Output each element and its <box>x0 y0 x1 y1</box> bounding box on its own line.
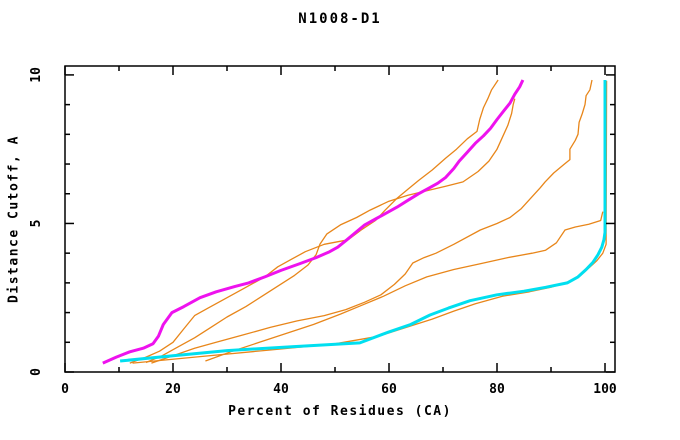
series-magenta-highlighted-model <box>102 79 525 365</box>
x-tick-label: 0 <box>61 382 69 397</box>
series-orange-model-2 <box>145 98 516 364</box>
x-tick-label: 60 <box>381 382 397 397</box>
y-tick-label: 0 <box>29 368 44 376</box>
chart-title: N1008-D1 <box>298 11 382 27</box>
x-tick-label: 20 <box>165 382 181 397</box>
series-orange-model-1 <box>129 79 499 364</box>
series-cyan-highlighted-model <box>119 80 607 363</box>
y-tick-label: 5 <box>29 220 44 228</box>
x-axis-label: Percent of Residues (CA) <box>228 404 452 419</box>
x-tick-label: 40 <box>273 382 289 397</box>
x-tick-label: 100 <box>593 382 617 397</box>
y-tick-label: 10 <box>29 67 44 83</box>
series-orange-model-3 <box>151 79 593 364</box>
series-orange-model-4 <box>205 211 604 362</box>
x-tick-label: 80 <box>489 382 505 397</box>
axes-frame <box>64 65 616 373</box>
